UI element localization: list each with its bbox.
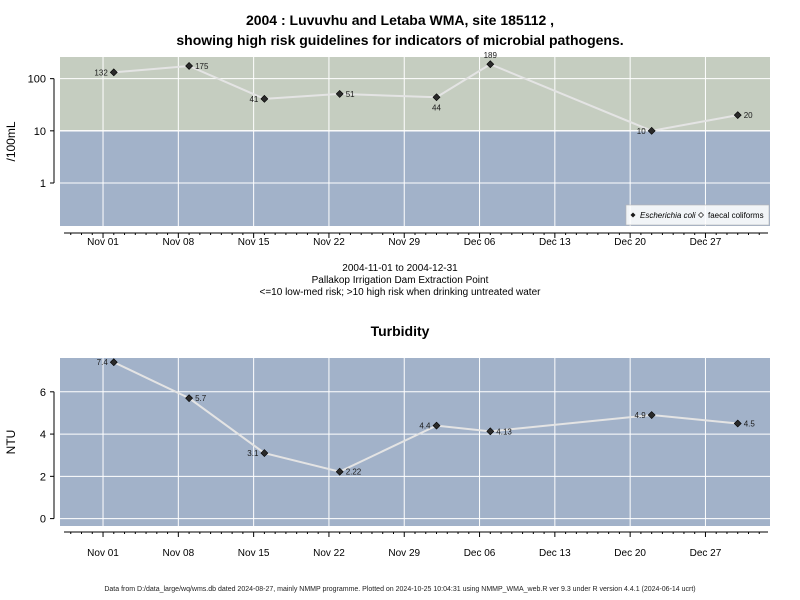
data-label: 10 — [637, 127, 646, 136]
legend-marker-filled — [630, 212, 636, 218]
y-tick-label: 100 — [28, 74, 46, 86]
data-point-marker — [185, 62, 194, 70]
x-tick-label: Nov 29 — [388, 548, 420, 559]
data-point-marker — [733, 419, 742, 428]
data-label: 3.1 — [247, 449, 259, 458]
data-label: 2.22 — [346, 468, 362, 477]
data-point-marker — [109, 68, 118, 77]
x-tick-label: Dec 20 — [614, 548, 646, 559]
data-point-marker — [335, 89, 344, 98]
x-tick-label: Nov 15 — [238, 548, 270, 559]
caption-date-range: 2004-11-01 to 2004-12-31 — [342, 263, 458, 274]
data-point-marker — [260, 449, 269, 458]
data-label: 41 — [249, 95, 258, 104]
x-tick-label: Dec 20 — [614, 237, 646, 248]
caption-risk-note: <=10 low-med risk; >10 high risk when dr… — [259, 287, 541, 298]
data-point-marker — [647, 126, 656, 135]
caption-site: Pallakop Irrigation Dam Extraction Point — [311, 275, 489, 286]
series-line-0 — [113, 63, 738, 132]
data-point-marker — [432, 93, 441, 102]
data-label: 44 — [432, 103, 441, 112]
legend-marker-open — [698, 212, 704, 218]
x-tick-label: Nov 08 — [162, 548, 194, 559]
x-tick-label: Dec 27 — [690, 548, 722, 559]
data-point-marker — [335, 467, 344, 476]
data-label: 7.4 — [97, 358, 109, 367]
y-tick-label: 1 — [40, 178, 46, 190]
x-tick-label: Dec 13 — [539, 548, 571, 559]
y-tick-label: 10 — [34, 126, 46, 138]
y-axis-label: /100mL — [4, 121, 18, 161]
legend-label: faecal coliforms — [708, 211, 764, 220]
x-tick-label: Nov 22 — [313, 548, 345, 559]
data-label: 4.5 — [744, 420, 756, 429]
legend-box — [625, 204, 770, 226]
background-band-0 — [60, 358, 770, 526]
data-label: 4.4 — [419, 422, 431, 431]
turbidity-chart: 0 2 4 6 NTU Nov 01 Nov 08 Nov 15 Nov 22 Nov 29 Dec… — [4, 358, 770, 559]
footer-note: Data from D:/data_large/wq/wms.db dated … — [104, 586, 696, 593]
microbial-chart: 1 10 100/100mL Nov 01 Nov 08 Nov 15 Nov 22 Nov … — [4, 51, 770, 248]
data-label: 51 — [346, 90, 355, 99]
data-point-marker — [486, 427, 495, 436]
chart-title-line-1: 2004 : Luvuvhu and Letaba WMA, site 1851… — [245, 12, 555, 28]
chart-legend: Escherichia coli faecal coliforms — [625, 204, 770, 226]
chart-title-line-2: showing high risk guidelines for indicat… — [176, 32, 624, 48]
x-tick-label: Nov 15 — [238, 237, 270, 248]
data-point-marker — [432, 421, 441, 430]
data-point-marker — [109, 358, 118, 367]
y-tick-label: 4 — [40, 429, 46, 441]
y-tick-label: 0 — [40, 514, 46, 526]
data-point-marker — [486, 60, 495, 69]
chart-title: 2004 : Luvuvhu and Letaba WMA, site 1851… — [0, 10, 800, 50]
turbidity-chart-title: Turbidity — [370, 323, 430, 339]
x-tick-label: Nov 01 — [87, 548, 119, 559]
data-point-marker — [647, 411, 656, 419]
x-tick-label: Nov 29 — [388, 237, 420, 248]
y-tick-label: 6 — [40, 387, 46, 399]
x-tick-label: Nov 01 — [87, 237, 119, 248]
x-tick-label: Nov 22 — [313, 237, 345, 248]
legend-label: Escherichia coli — [640, 211, 696, 220]
y-tick-label: 2 — [40, 471, 46, 483]
data-point-marker — [260, 94, 269, 103]
data-label: 5.7 — [195, 394, 207, 403]
data-label: 20 — [744, 111, 753, 120]
series-line-0 — [113, 361, 738, 473]
data-label: 4.13 — [496, 427, 512, 436]
x-tick-label: Dec 06 — [464, 237, 496, 248]
x-tick-label: Dec 13 — [539, 237, 571, 248]
data-point-marker — [185, 394, 194, 403]
data-label: 189 — [484, 51, 498, 60]
y-axis-label: NTU — [4, 430, 18, 455]
data-label: 4.9 — [635, 411, 647, 420]
chart-caption: 2004-11-01 to 2004-12-31 Pallakop Irriga… — [0, 263, 800, 299]
x-tick-label: Dec 06 — [464, 548, 496, 559]
data-point-marker — [733, 111, 742, 120]
data-label: 132 — [94, 68, 108, 77]
x-tick-label: Dec 27 — [690, 237, 722, 248]
x-tick-label: Nov 08 — [162, 237, 194, 248]
data-label: 175 — [195, 62, 209, 71]
